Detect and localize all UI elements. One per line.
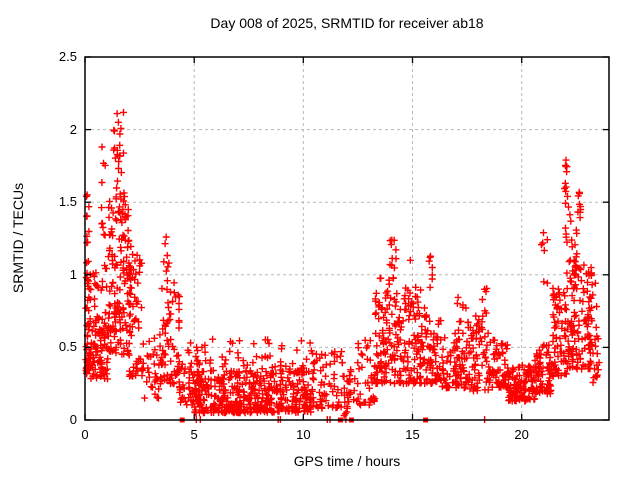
x-tick-label: 15	[405, 427, 420, 442]
x-tick-label: 20	[514, 427, 529, 442]
y-tick-label: 2	[69, 121, 77, 137]
tick-marks	[84, 56, 609, 421]
x-axis-label: GPS time / hours	[293, 453, 401, 469]
y-tick-label: 0.5	[58, 339, 77, 355]
x-tick-label: 0	[81, 427, 89, 442]
y-tick-label: 0	[69, 412, 77, 427]
scatter-points	[82, 108, 603, 419]
y-axis-label: SRMTID / TECUs	[10, 182, 26, 294]
x-tick-label: 5	[190, 427, 198, 442]
y-tick-label: 1.5	[58, 194, 77, 210]
x-tick-label: 10	[296, 427, 311, 442]
y-tick-label: 2.5	[58, 49, 77, 64]
plot-area	[82, 56, 610, 423]
chart-title: Day 008 of 2025, SRMTID for receiver ab1…	[210, 15, 484, 31]
plot-border	[84, 56, 610, 421]
y-tick-label: 1	[69, 266, 77, 282]
